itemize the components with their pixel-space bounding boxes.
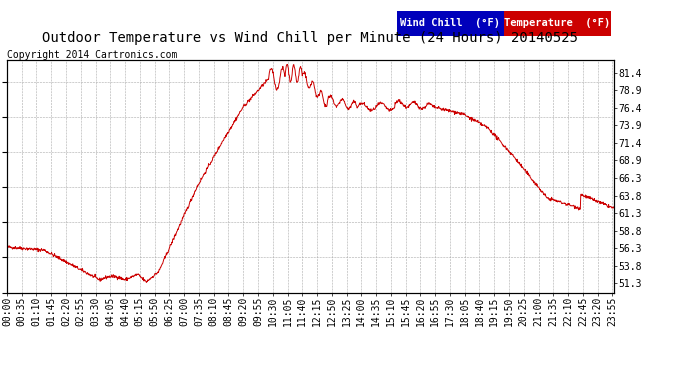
Text: Outdoor Temperature vs Wind Chill per Minute (24 Hours) 20140525: Outdoor Temperature vs Wind Chill per Mi…: [43, 31, 578, 45]
Text: Copyright 2014 Cartronics.com: Copyright 2014 Cartronics.com: [7, 50, 177, 60]
Text: Temperature  (°F): Temperature (°F): [504, 18, 610, 28]
Text: Wind Chill  (°F): Wind Chill (°F): [400, 18, 500, 28]
